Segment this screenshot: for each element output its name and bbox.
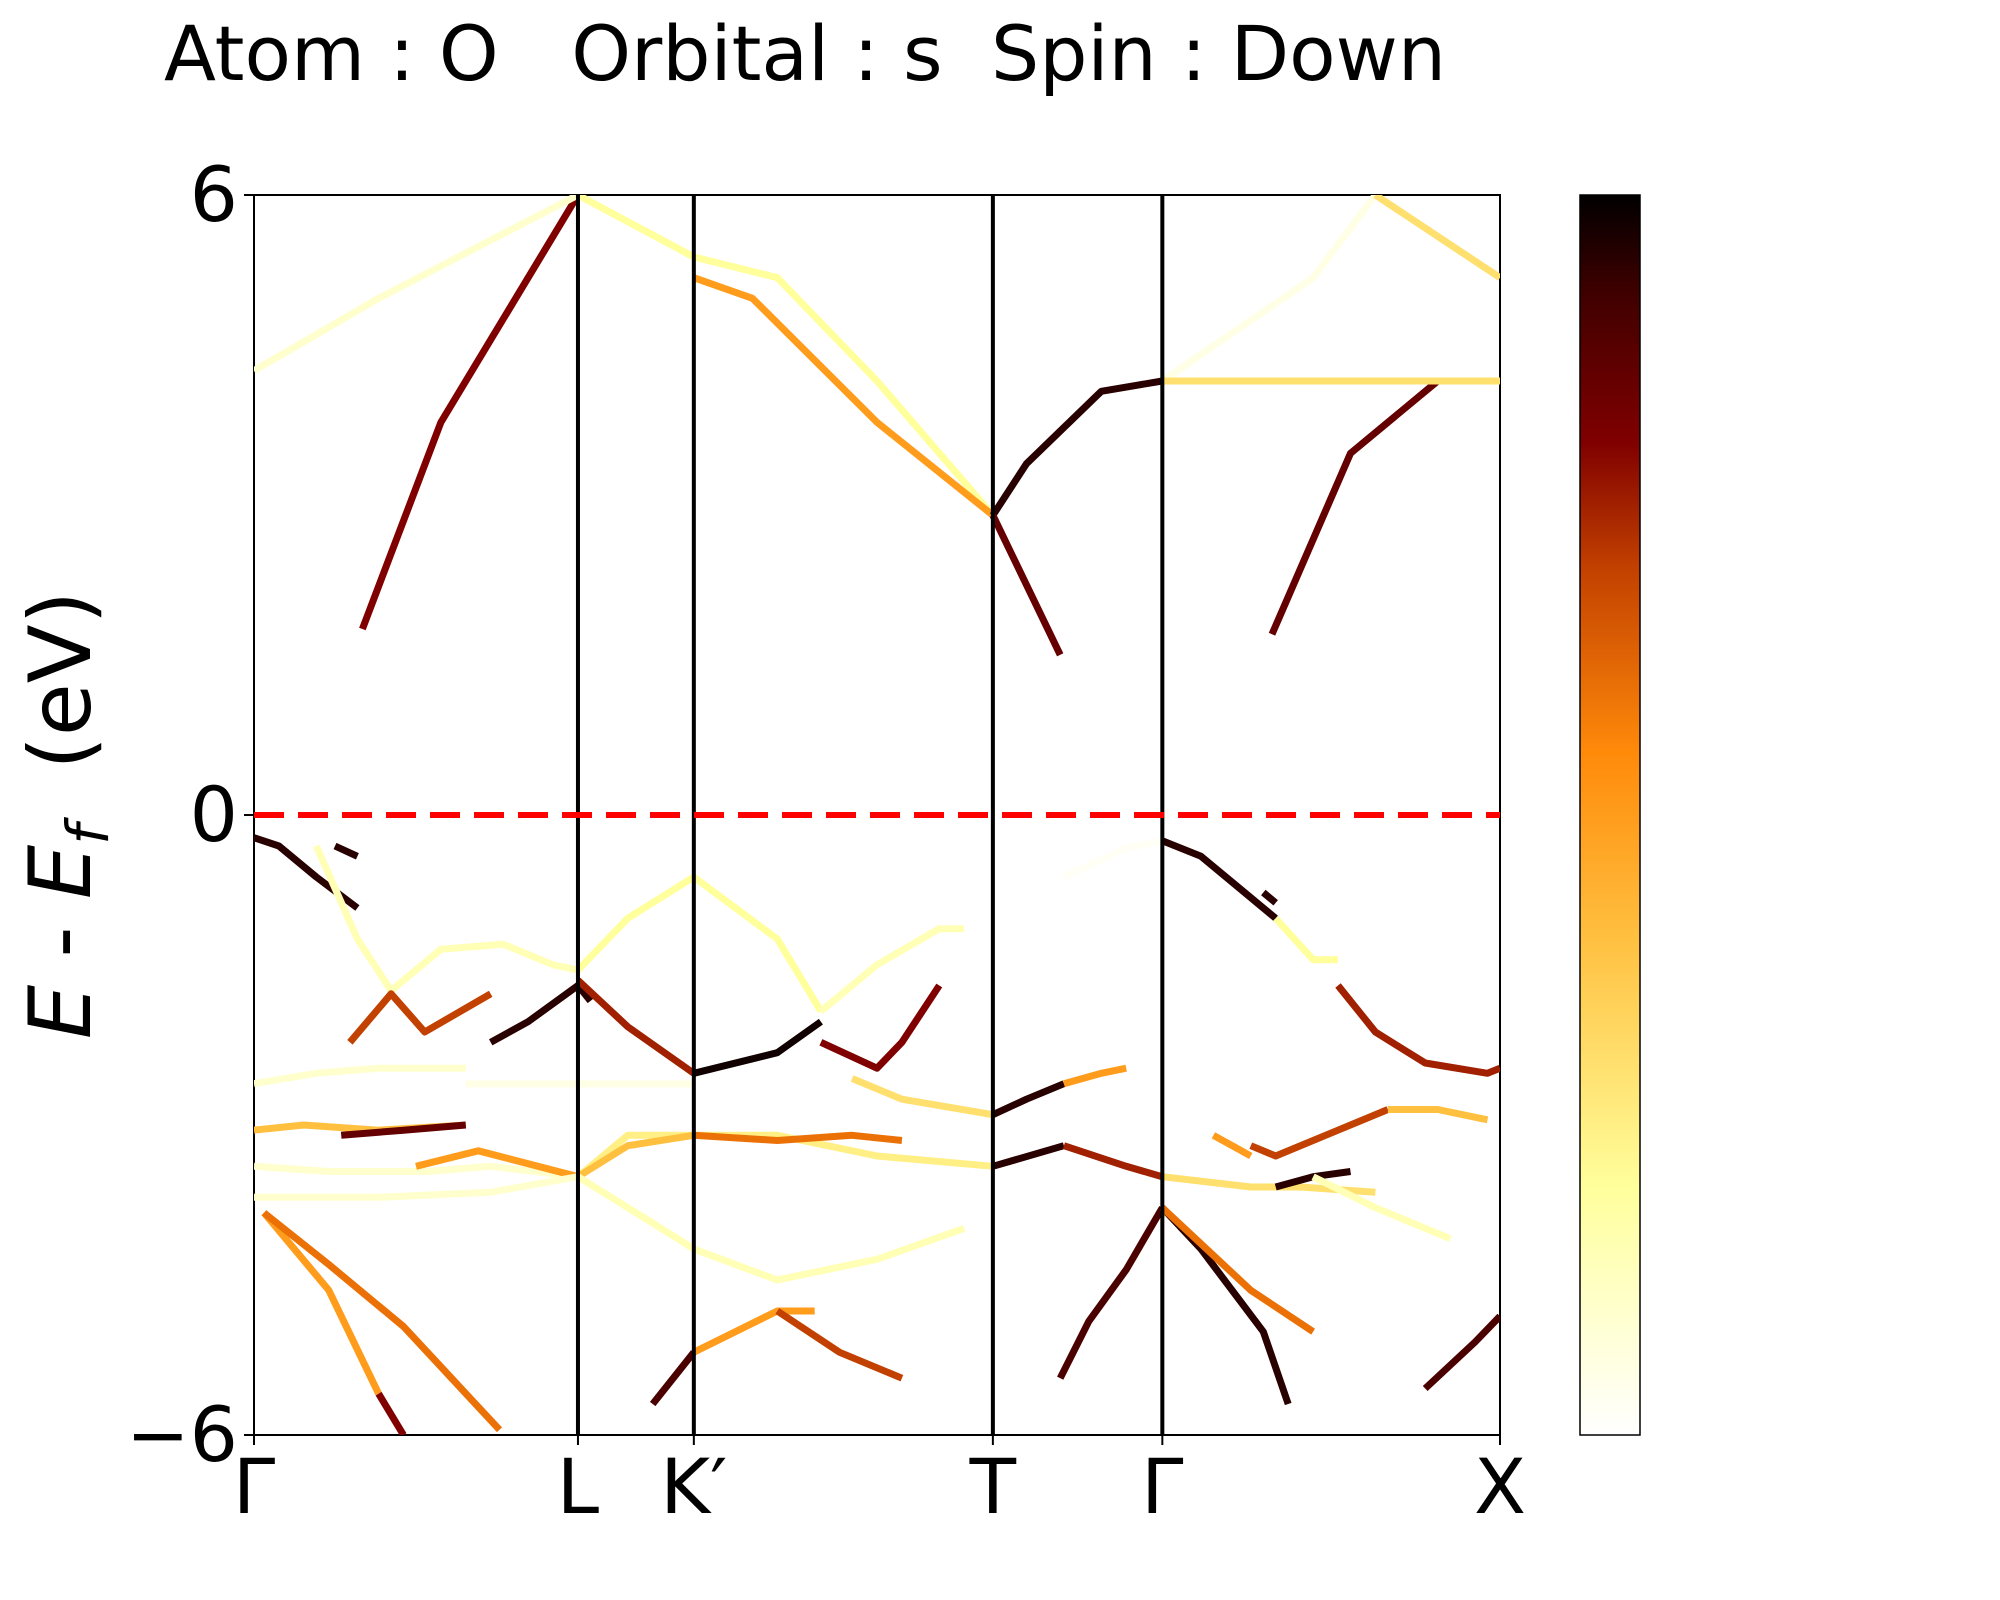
band-segment (989, 513, 1064, 657)
band-segment (693, 1131, 903, 1144)
band-segment (1062, 1064, 1127, 1088)
ylabel-unit: (eV) (11, 591, 111, 825)
band-segment (692, 1018, 823, 1077)
x-tick-label: T (969, 1442, 1017, 1531)
band-segment (359, 195, 581, 631)
ylabel-e2: E (11, 844, 111, 899)
colorbar (1579, 194, 1641, 1436)
band-segment (1387, 1106, 1489, 1124)
band-segment (261, 1210, 382, 1396)
chart-title: Atom : O Orbital : s Spin : Down (164, 9, 1446, 98)
band-segment (1057, 1205, 1166, 1380)
band-segment (692, 274, 996, 519)
band-segment (1273, 915, 1338, 964)
band-segment (575, 977, 696, 1077)
band-segment (989, 377, 1163, 518)
y-axis-label: E - Ef (eV) (11, 591, 122, 1039)
band-segment (576, 195, 996, 518)
band-segment (1160, 837, 1278, 921)
band-segment (1335, 983, 1500, 1077)
band-segment (1373, 195, 1500, 281)
band-segment (575, 983, 594, 1004)
band-segment (333, 842, 359, 860)
band-segment (254, 1173, 579, 1201)
band-segment (254, 195, 580, 374)
band-segment (1211, 1132, 1253, 1160)
band-lines (254, 195, 1500, 1435)
band-segment (818, 925, 965, 1014)
band-segment (261, 1210, 503, 1433)
ylabel-e1: E (11, 984, 111, 1039)
band-segment (254, 1064, 466, 1088)
band-segment (1160, 195, 1379, 384)
band-segment (692, 1225, 966, 1284)
band-segment (1062, 837, 1163, 881)
y-tick-label: −6 (126, 1390, 238, 1479)
band-segment (850, 1075, 994, 1119)
band-segment (1261, 889, 1278, 906)
band-segment (649, 1350, 697, 1407)
band-segment (489, 982, 581, 1046)
band-segment (819, 983, 943, 1072)
band-segment (388, 940, 579, 994)
y-tick-label: 0 (190, 770, 238, 859)
band-segment (415, 1147, 579, 1181)
band-segment (340, 1121, 467, 1139)
band-segment (1062, 1142, 1164, 1181)
band-segment (775, 1308, 904, 1382)
band-segment (347, 990, 493, 1045)
band-segment (1159, 1205, 1316, 1335)
band-segment (375, 1391, 407, 1435)
y-ticks: 6 0 −6 (126, 150, 254, 1479)
band-segment (1422, 1313, 1500, 1392)
band-segment (1311, 1173, 1452, 1242)
band-segment (1249, 1106, 1390, 1160)
band-segment (576, 1173, 696, 1252)
x-tick-label: K′ (660, 1442, 727, 1531)
x-ticks: Γ L K′ T Γ X (233, 1435, 1526, 1531)
x-tick-label: Γ (1141, 1442, 1183, 1531)
x-tick-label: Γ (233, 1442, 275, 1531)
band-segment (991, 1142, 1065, 1170)
ylabel-sep: - (11, 899, 111, 985)
y-tick-label: 6 (190, 150, 238, 239)
band-segment (576, 1131, 695, 1180)
x-tick-label: X (1474, 1442, 1526, 1531)
band-segment (313, 844, 395, 993)
band-segment (254, 1162, 579, 1181)
x-tick-label: L (557, 1442, 599, 1531)
band-segment (991, 1080, 1066, 1118)
